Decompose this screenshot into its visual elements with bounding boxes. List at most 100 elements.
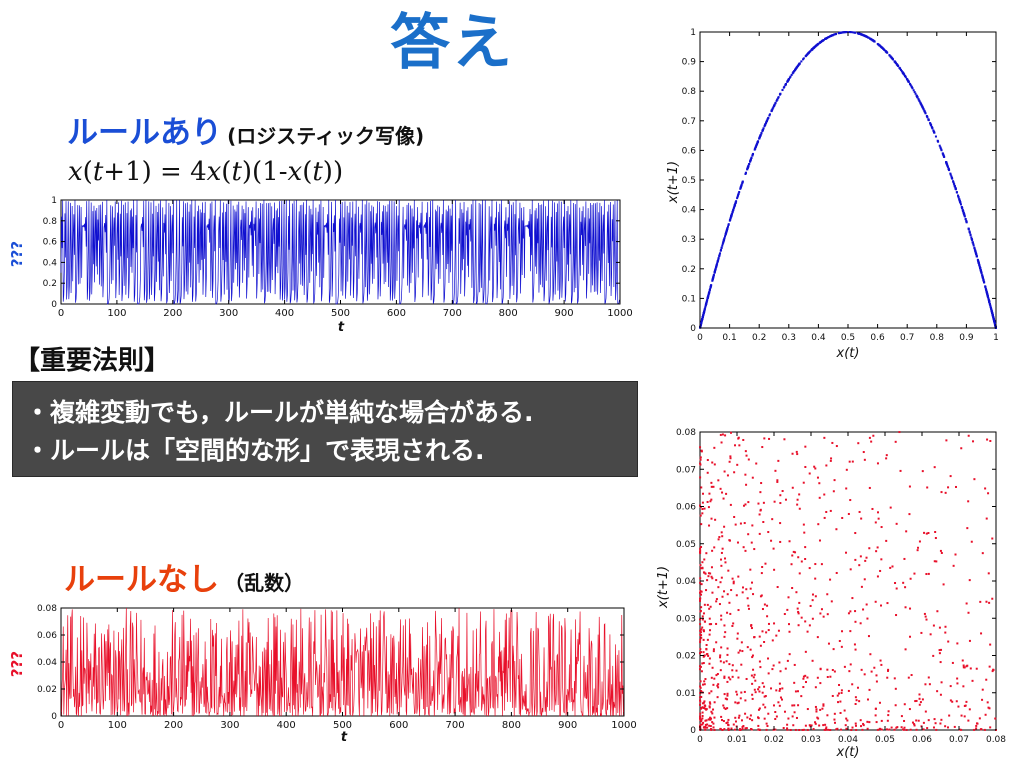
data-point (917, 719, 920, 722)
data-point (916, 549, 919, 552)
data-point (804, 558, 807, 560)
data-point (854, 558, 857, 561)
data-point (771, 518, 774, 521)
data-point (830, 34, 833, 37)
data-point (717, 538, 720, 541)
data-point (701, 618, 704, 621)
data-point (761, 566, 764, 569)
data-point (732, 723, 735, 726)
data-point (736, 195, 739, 198)
data-point (864, 34, 867, 37)
data-point (814, 563, 817, 566)
data-point (747, 164, 750, 167)
data-point (917, 546, 920, 549)
data-point (701, 662, 704, 665)
data-point (840, 691, 843, 694)
data-point (739, 697, 742, 700)
data-point (850, 31, 853, 34)
data-point (703, 571, 706, 574)
data-point (891, 565, 894, 568)
data-point (787, 596, 790, 599)
x-tick-label: 300 (219, 308, 238, 319)
data-point (985, 291, 988, 294)
data-point (702, 662, 705, 665)
data-point (788, 78, 790, 81)
data-point (708, 705, 711, 708)
data-point (713, 701, 716, 704)
data-point (826, 676, 829, 678)
data-point (793, 681, 796, 684)
data-point (784, 667, 787, 670)
data-point (806, 52, 809, 55)
data-point (858, 564, 861, 567)
data-point (880, 728, 883, 731)
data-point (960, 205, 963, 208)
data-point (849, 31, 852, 34)
data-point (824, 728, 827, 731)
data-point (981, 276, 984, 279)
data-point (773, 568, 776, 571)
data-point (944, 725, 947, 728)
data-point (716, 673, 719, 675)
data-point (705, 647, 708, 650)
data-point (918, 540, 921, 543)
y-tick-label: 0.5 (682, 176, 696, 186)
data-point (714, 269, 717, 272)
data-point (738, 714, 741, 717)
data-point (721, 547, 724, 550)
data-point (975, 724, 978, 727)
law-line-2: ・ルールは「空間的な形」で表現される. (25, 436, 485, 465)
data-point (907, 80, 910, 83)
data-point (787, 79, 790, 82)
data-point (853, 31, 855, 34)
data-point (859, 622, 862, 625)
data-point (727, 728, 730, 731)
data-point (699, 552, 702, 555)
data-point (705, 644, 708, 646)
data-point (827, 728, 830, 731)
data-point (774, 718, 777, 721)
data-point (715, 622, 718, 625)
data-point (699, 549, 702, 552)
data-point (763, 603, 766, 606)
data-point (926, 486, 929, 489)
data-point (829, 509, 832, 512)
data-point (849, 499, 852, 502)
data-point (736, 637, 739, 640)
data-point (826, 668, 829, 671)
ts2-xlabel: t (341, 730, 348, 745)
data-point (804, 465, 807, 468)
map2-ylabel: x(t+1) (656, 566, 671, 609)
data-point (854, 620, 857, 623)
data-point (888, 728, 891, 731)
data-point (724, 561, 727, 564)
data-point (771, 107, 774, 110)
eq-part: t (231, 157, 242, 187)
data-point (740, 663, 743, 666)
data-point (798, 729, 801, 731)
data-point (927, 118, 930, 121)
data-point (870, 38, 873, 41)
data-point (904, 76, 907, 79)
data-point (835, 728, 838, 731)
data-point (991, 537, 994, 540)
data-point (778, 682, 781, 685)
x-tick-label: 900 (558, 720, 577, 731)
data-point (703, 704, 706, 707)
y-tick-label: 0.07 (676, 465, 696, 475)
data-point (707, 292, 710, 295)
data-point (800, 60, 803, 63)
x-tick-label: 1 (993, 333, 999, 343)
data-point (988, 300, 991, 303)
data-point (842, 31, 845, 34)
data-point (895, 726, 898, 729)
data-point (814, 467, 817, 470)
data-point (841, 516, 844, 519)
data-point (737, 609, 740, 612)
law-line-1: ・複雑変動でも，ルールが単純な場合がある. (25, 398, 534, 427)
y-tick-label: 0.2 (682, 265, 696, 275)
data-point (981, 274, 984, 277)
data-point (878, 701, 881, 704)
data-point (779, 494, 782, 497)
data-point (918, 100, 921, 103)
